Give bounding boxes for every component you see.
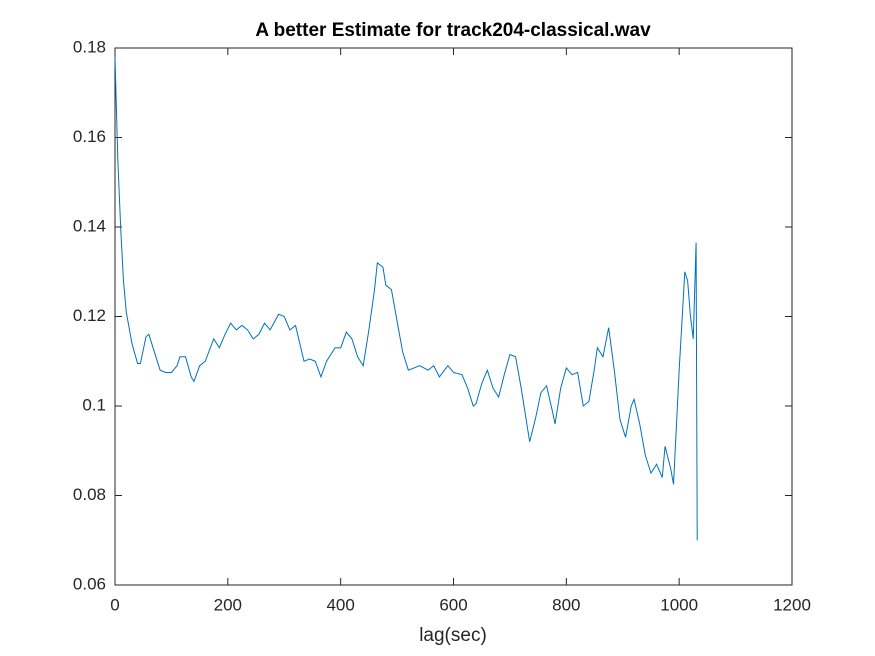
y-tick-label: 0.08 — [73, 485, 106, 504]
x-tick-label: 0 — [110, 595, 119, 614]
x-tick-label: 200 — [214, 595, 242, 614]
x-tick-label: 600 — [439, 595, 467, 614]
plot-frame — [114, 47, 793, 586]
x-tick-label: 400 — [326, 595, 354, 614]
x-axis-label: lag(sec) — [419, 625, 487, 646]
x-tick-label: 1000 — [660, 595, 698, 614]
chart-title: A better Estimate for track204-classical… — [255, 20, 651, 41]
y-tick-label: 0.18 — [73, 37, 106, 56]
y-tick-label: 0.1 — [82, 395, 106, 414]
y-tick-label: 0.14 — [73, 216, 106, 235]
y-tick-label: 0.06 — [73, 574, 106, 593]
x-tick-label: 1200 — [773, 595, 811, 614]
data-line — [114, 56, 698, 541]
y-tick-label: 0.12 — [73, 306, 106, 325]
y-tick-label: 0.16 — [73, 127, 106, 146]
x-tick-label: 800 — [552, 595, 580, 614]
